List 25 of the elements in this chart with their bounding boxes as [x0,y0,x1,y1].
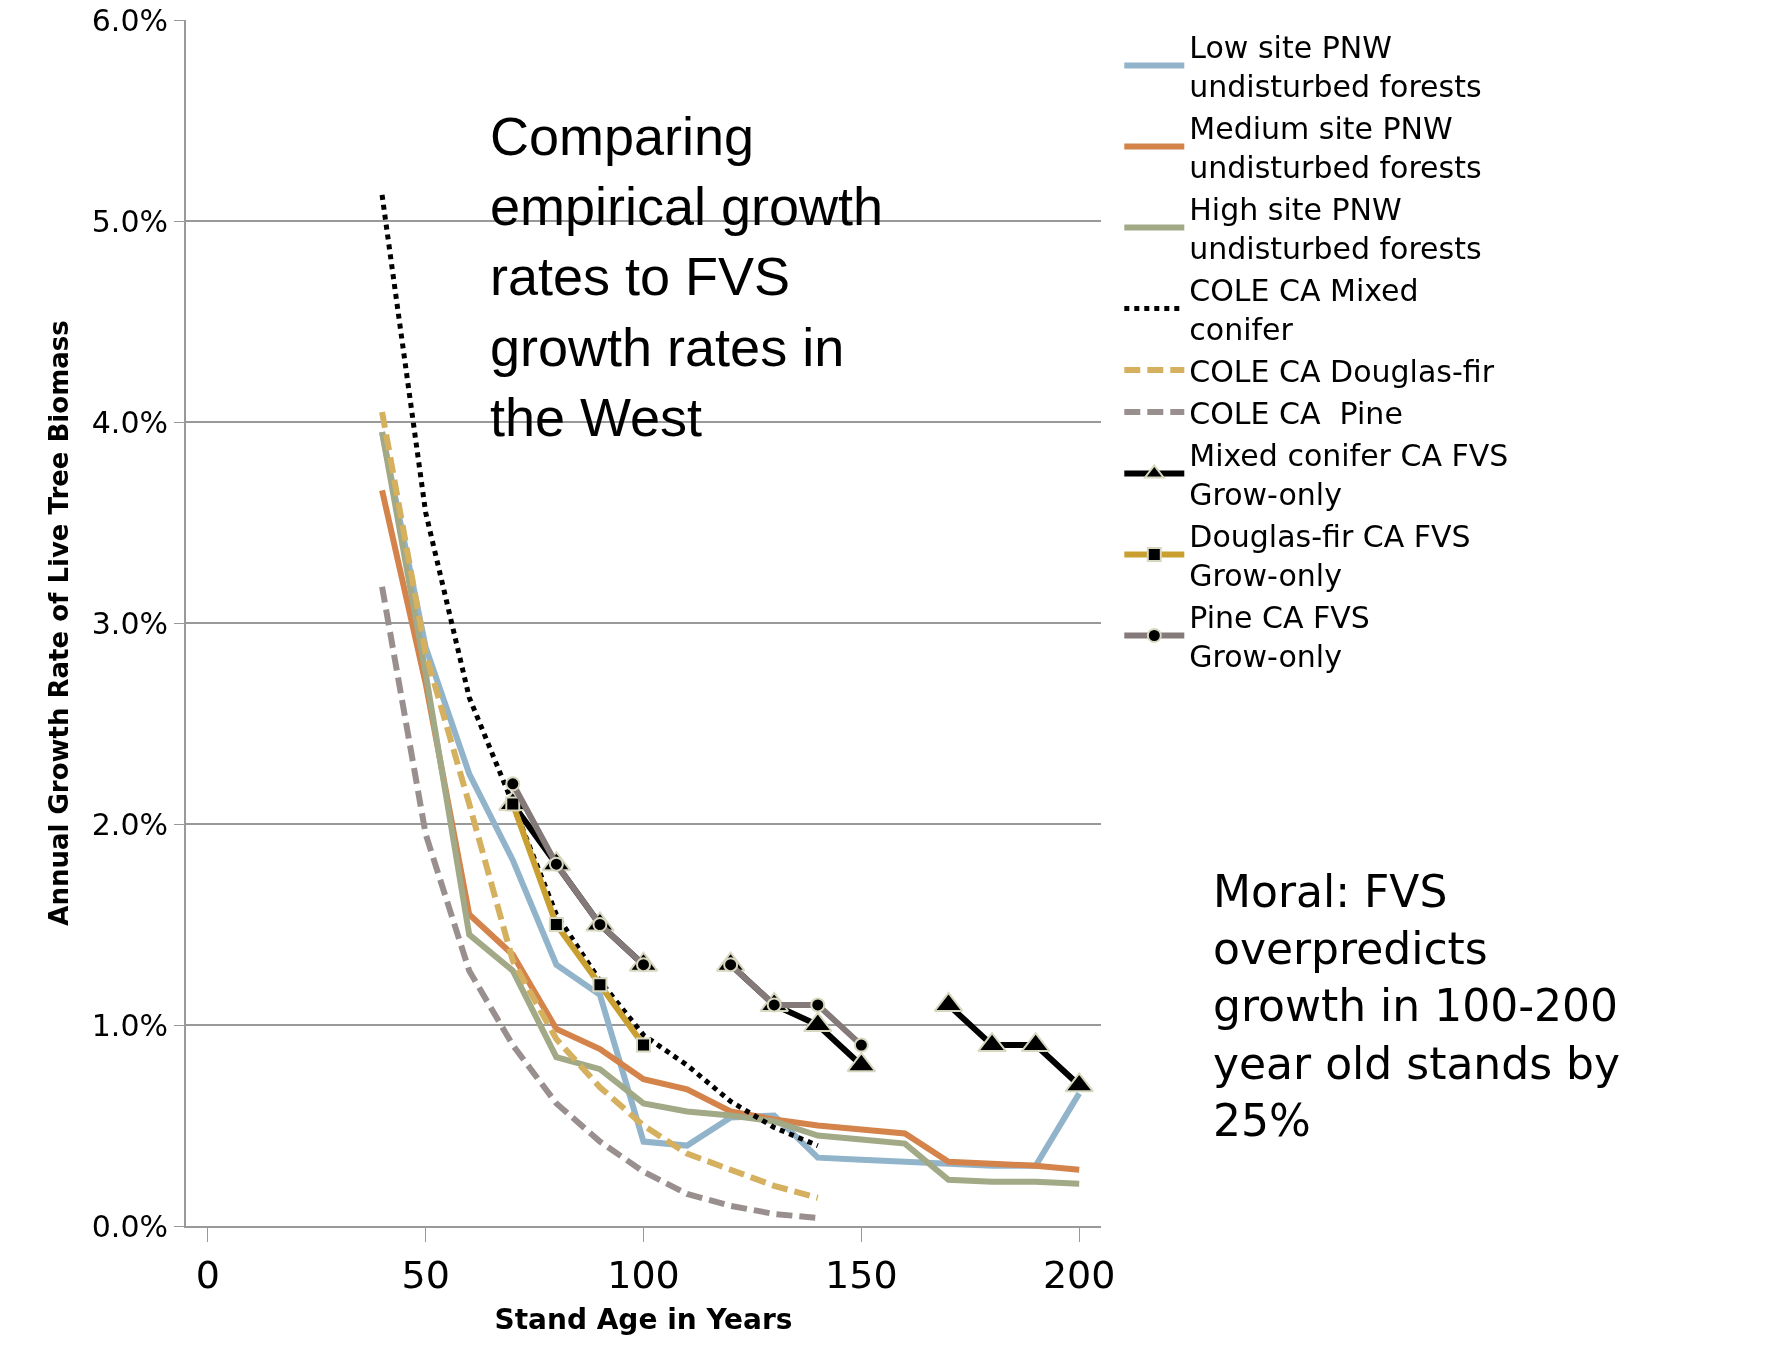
y-tick-label: 4.0% [91,404,168,440]
y-tick-label: 3.0% [91,605,168,641]
legend-label: Low site PNW undisturbed forests [1189,29,1482,104]
x-tick-label: 200 [1042,1252,1116,1297]
annotation: Comparing empirical growth rates to FVS growth rates in the West [490,106,884,447]
y-tick-label: 5.0% [91,203,168,239]
legend-label: COLE CA Mixed conifer [1189,272,1419,347]
y-tick-label: 2.0% [91,806,168,842]
legend-label: Medium site PNW undisturbed forests [1189,110,1482,185]
x-tick-label: 0 [195,1252,220,1297]
legend-label: COLE CA Pine [1189,395,1403,431]
x-tick-label: 50 [401,1252,450,1297]
legend-label: COLE CA Douglas-fir [1189,353,1495,389]
y-tick-label: 0.0% [91,1208,168,1244]
y-tick-label: 1.0% [91,1007,168,1043]
y-axis-title: Annual Growth Rate of Live Tree Biomass [43,320,74,926]
legend-label: Mixed conifer CA FVS Grow-only [1189,437,1509,512]
y-tick-label: 6.0% [91,2,168,38]
x-axis-title: Stand Age in Years [494,1303,793,1337]
legend-label: High site PNW undisturbed forests [1189,191,1482,266]
text: Moral: FVS overpredicts growth in 100-200 year old stands by 25% [1213,866,1621,1146]
legend-label: Douglas-fir CA FVS Grow-only [1189,518,1471,593]
x-tick-label: 150 [825,1252,898,1297]
legend-label: Pine CA FVS Grow-only [1189,599,1370,674]
x-tick-label: 100 [607,1252,680,1297]
